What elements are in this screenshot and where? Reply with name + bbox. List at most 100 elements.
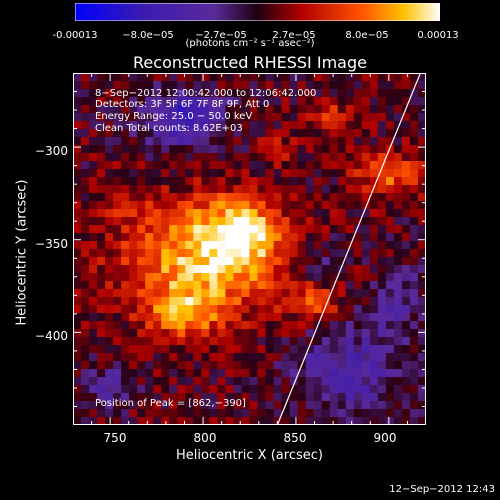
- heatmap-cell: [225, 393, 235, 402]
- heatmap-cell: [313, 249, 323, 258]
- heatmap-cell: [297, 177, 307, 186]
- heatmap-cell: [113, 249, 122, 258]
- heatmap-cell: [273, 201, 283, 210]
- heatmap-cell: [273, 81, 283, 90]
- heatmap-cell: [353, 73, 363, 82]
- heatmap-cell: [209, 185, 219, 194]
- heatmap-cell: [257, 193, 267, 202]
- heatmap-cell: [185, 89, 194, 98]
- heatmap-cell: [177, 201, 186, 210]
- heatmap-cell: [393, 169, 403, 178]
- heatmap-cell: [97, 177, 106, 186]
- heatmap-cell: [185, 273, 194, 282]
- heatmap-cell: [241, 129, 251, 138]
- heatmap-cell: [81, 137, 90, 146]
- heatmap-cell: [169, 257, 178, 266]
- heatmap-cell: [217, 305, 227, 314]
- heatmap-cell: [81, 257, 90, 266]
- heatmap-cell: [297, 345, 307, 354]
- heatmap-cell: [345, 345, 355, 354]
- heatmap-cell: [209, 161, 219, 170]
- heatmap-cell: [193, 169, 202, 178]
- heatmap-cell: [137, 241, 146, 250]
- heatmap-cell: [409, 273, 419, 282]
- heatmap-cell: [345, 409, 355, 418]
- heatmap-cell: [169, 145, 178, 154]
- heatmap-cell: [225, 417, 235, 425]
- heatmap-cell: [417, 257, 426, 266]
- heatmap-cell: [369, 145, 379, 154]
- heatmap-cell: [113, 369, 122, 378]
- heatmap-cell: [105, 121, 114, 130]
- heatmap-cell: [345, 313, 355, 322]
- heatmap-cell: [81, 113, 90, 122]
- heatmap-cell: [241, 233, 251, 242]
- heatmap-cell: [161, 177, 170, 186]
- heatmap-cell: [417, 121, 426, 130]
- heatmap-cell: [225, 345, 235, 354]
- heatmap-cell: [377, 209, 387, 218]
- heatmap-cell: [169, 129, 178, 138]
- heatmap-cell: [89, 81, 98, 90]
- heatmap-cell: [281, 209, 291, 218]
- heatmap-cell: [201, 321, 210, 330]
- heatmap-cell: [281, 201, 291, 210]
- heatmap-cell: [321, 225, 331, 234]
- heatmap-cell: [337, 353, 347, 362]
- heatmap-cell: [97, 273, 106, 282]
- heatmap-cell: [201, 329, 210, 338]
- heatmap-cell: [417, 265, 426, 274]
- heatmap-cell: [305, 265, 315, 274]
- heatmap-cell: [409, 409, 419, 418]
- heatmap-cell: [369, 113, 379, 122]
- heatmap-cell: [233, 241, 243, 250]
- heatmap-cell: [297, 385, 307, 394]
- heatmap-cell: [225, 121, 235, 130]
- heatmap-cell: [89, 169, 98, 178]
- heatmap-cell: [177, 249, 186, 258]
- heatmap-cell: [337, 121, 347, 130]
- heatmap-cell: [161, 145, 170, 154]
- heatmap-cell: [153, 81, 162, 90]
- heatmap-cell: [273, 297, 283, 306]
- heatmap-cell: [257, 217, 267, 226]
- heatmap-cell: [145, 417, 154, 425]
- heatmap-cell: [73, 401, 82, 410]
- heatmap-cell: [121, 329, 130, 338]
- heatmap-cell: [265, 329, 275, 338]
- heatmap-cell: [265, 265, 275, 274]
- heatmap-cell: [233, 89, 243, 98]
- heatmap-cell: [377, 289, 387, 298]
- heatmap-cell: [329, 345, 339, 354]
- heatmap-cell: [377, 257, 387, 266]
- heatmap-cell: [345, 153, 355, 162]
- heatmap-cell: [345, 385, 355, 394]
- heatmap-cell: [329, 241, 339, 250]
- heatmap-cell: [177, 353, 186, 362]
- heatmap-cell: [289, 409, 299, 418]
- heatmap-cell: [313, 81, 323, 90]
- heatmap-cell: [409, 241, 419, 250]
- heatmap-cell: [209, 313, 219, 322]
- heatmap-cell: [121, 289, 130, 298]
- heatmap-cell: [289, 209, 299, 218]
- heatmap-cell: [289, 241, 299, 250]
- heatmap-cell: [377, 417, 387, 425]
- heatmap-cell: [417, 385, 426, 394]
- heatmap-cell: [233, 369, 243, 378]
- heatmap-cell: [353, 321, 363, 330]
- heatmap-cell: [153, 409, 162, 418]
- heatmap-cell: [401, 145, 411, 154]
- heatmap-cell: [369, 281, 379, 290]
- heatmap-cell: [401, 225, 411, 234]
- heatmap-cell: [217, 201, 227, 210]
- heatmap-cell: [185, 337, 194, 346]
- heatmap-cell: [225, 169, 235, 178]
- heatmap-cell: [89, 121, 98, 130]
- heatmap-cell: [289, 417, 299, 425]
- heatmap-cell: [417, 249, 426, 258]
- heatmap-cell: [369, 273, 379, 282]
- heatmap-cell: [401, 161, 411, 170]
- heatmap-cell: [105, 369, 114, 378]
- heatmap-cell: [233, 161, 243, 170]
